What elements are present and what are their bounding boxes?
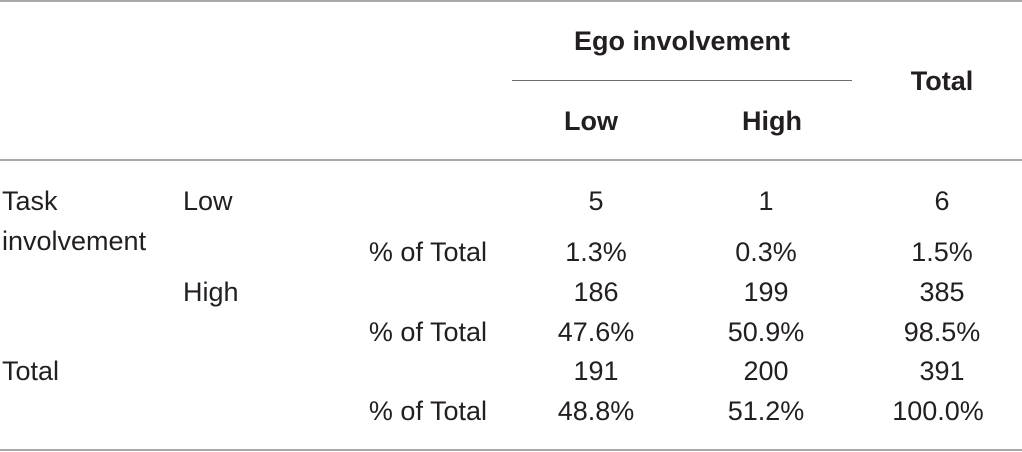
cell-high-high: 199 [743,277,789,307]
cell-low-low: 5 [588,186,604,216]
cell-low-high: 1 [758,186,774,216]
pct-low-total: 1.5% [911,237,973,267]
pct-label: % of Total [368,396,487,426]
pct-low-high: 0.3% [735,237,797,267]
pct-label: % of Total [368,237,487,267]
row-sublabel-high: High [183,277,239,307]
cell-high-low: 186 [573,277,619,307]
cell-high-total: 385 [919,277,965,307]
pct-total-low: 48.8% [557,396,635,426]
row-sublabel-low: Low [183,186,233,216]
pct-low-low: 1.3% [565,237,627,267]
header-high: High [742,106,802,136]
header-rule [0,159,1022,161]
group-underline [512,80,852,81]
header-low: Low [564,106,618,136]
header-ego-involvement: Ego involvement [573,26,791,56]
pct-high-total: 98.5% [903,317,981,347]
pct-total-high: 51.2% [727,396,805,426]
pct-label: % of Total [368,317,487,347]
header-total: Total [910,66,974,96]
row-group-label-line1: Task [2,186,58,216]
total-low: 191 [573,356,619,386]
total-total: 391 [919,356,965,386]
top-rule [0,0,1022,2]
pct-high-high: 50.9% [727,317,805,347]
total-high: 200 [743,356,789,386]
cell-low-total: 6 [934,186,950,216]
pct-high-low: 47.6% [557,317,635,347]
pct-total-total: 100.0% [892,396,984,426]
row-group-label-line2: involvement [2,226,147,256]
total-row-label: Total [2,356,60,386]
bottom-rule [0,449,1022,451]
